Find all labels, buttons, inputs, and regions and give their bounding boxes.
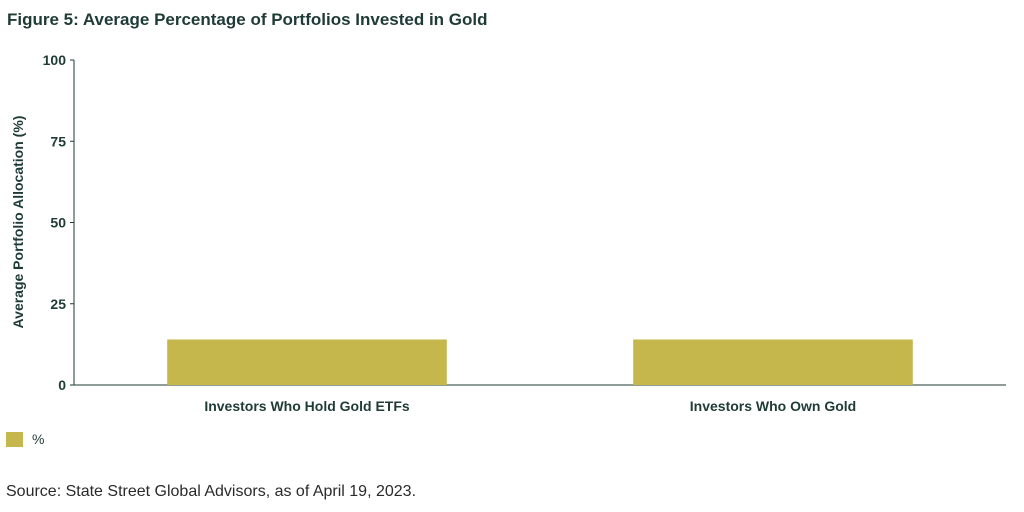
chart-title: Figure 5: Average Percentage of Portfoli… (7, 10, 488, 29)
bar-chart: Average Portfolio Allocation (%) 0 25 50 75… (10, 52, 1006, 414)
y-tick-label: 100 (43, 52, 67, 68)
y-axis-label: Average Portfolio Allocation (%) (10, 116, 26, 329)
x-tick-label: Investors Who Hold Gold ETFs (204, 398, 410, 414)
legend-label: % (32, 431, 45, 447)
y-tick-label: 50 (50, 215, 66, 231)
source-note: Source: State Street Global Advisors, as… (6, 483, 417, 500)
legend: % (6, 431, 44, 447)
bar (167, 339, 447, 385)
y-tick-label: 0 (58, 377, 66, 393)
y-tick-label: 25 (50, 296, 66, 312)
x-tick-label: Investors Who Own Gold (690, 398, 856, 414)
bar (633, 339, 913, 385)
y-tick-label: 75 (50, 133, 66, 149)
legend-swatch (6, 431, 23, 447)
